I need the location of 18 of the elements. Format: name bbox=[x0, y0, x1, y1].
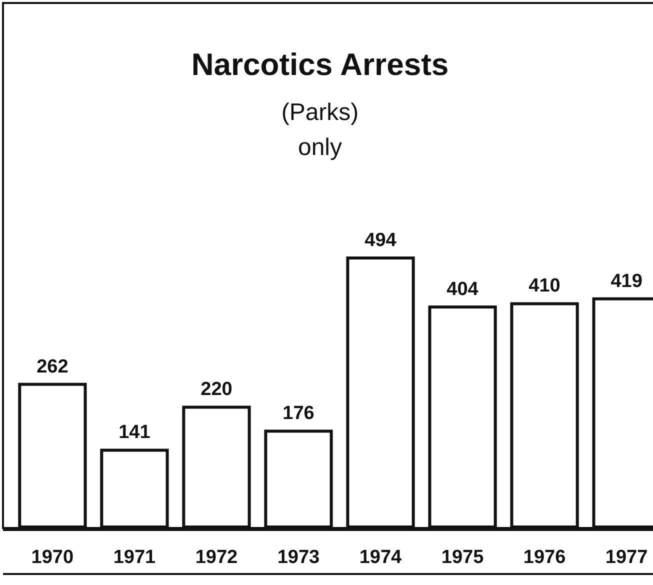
x-tick-label: 1972 bbox=[195, 547, 238, 568]
x-tick-label: 1976 bbox=[523, 547, 566, 568]
chart-title: Narcotics Arrests bbox=[191, 47, 449, 82]
data-label: 410 bbox=[528, 276, 560, 297]
chart-subtitle: (Parks) only bbox=[281, 99, 359, 161]
x-tick-label: 1974 bbox=[359, 547, 402, 568]
data-label: 262 bbox=[36, 356, 68, 378]
data-label: 494 bbox=[364, 230, 397, 251]
data-label: 419 bbox=[610, 270, 642, 292]
x-tick-label: 1977 bbox=[605, 547, 648, 568]
x-tick-label: 1975 bbox=[441, 547, 484, 568]
data-label: 404 bbox=[446, 279, 479, 300]
data-label: 176 bbox=[282, 403, 314, 424]
x-tick-label: 1970 bbox=[31, 547, 74, 568]
data-label: 220 bbox=[200, 379, 232, 400]
x-tick-label: 1973 bbox=[277, 547, 320, 568]
data-label: 141 bbox=[118, 422, 151, 444]
x-tick-label: 1971 bbox=[113, 547, 156, 568]
